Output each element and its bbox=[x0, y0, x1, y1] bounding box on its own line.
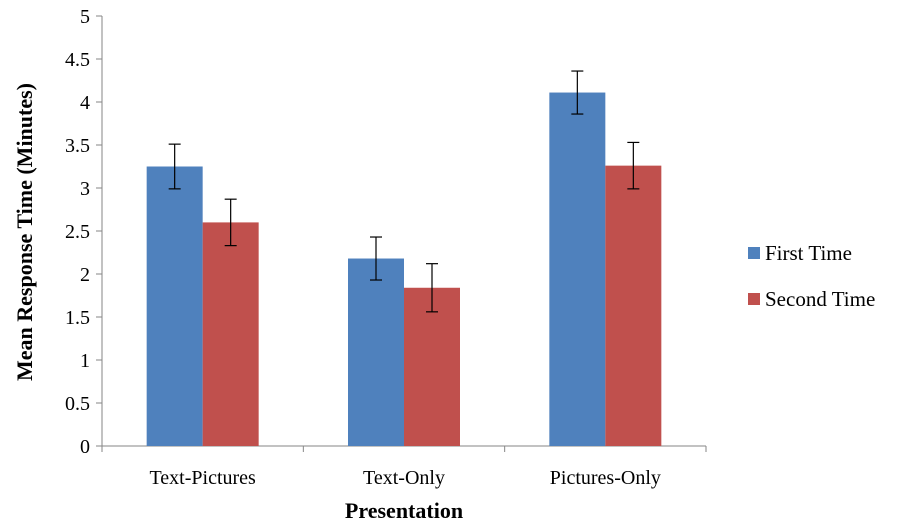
legend-swatch bbox=[748, 293, 760, 305]
bar-first-time-text-only bbox=[348, 258, 404, 446]
legend: First Time Second Time bbox=[748, 241, 875, 311]
x-axis-title: Presentation bbox=[345, 498, 463, 523]
y-tick-label: 5 bbox=[80, 6, 90, 28]
legend-label: First Time bbox=[765, 241, 852, 265]
x-tick-label: Text-Pictures bbox=[149, 467, 256, 489]
bar-second-time-text-pictures bbox=[202, 222, 259, 446]
x-tick-label: Pictures-Only bbox=[550, 467, 661, 489]
legend-swatch bbox=[748, 247, 760, 259]
y-axis-title: Mean Response Time (Minutes) bbox=[12, 83, 37, 381]
bars bbox=[146, 92, 662, 446]
x-tick-label: Text-Only bbox=[363, 467, 445, 489]
bar-first-time-pictures-only bbox=[549, 92, 606, 446]
y-tick-label: 2 bbox=[80, 264, 90, 286]
y-tick-label: 0 bbox=[80, 436, 90, 458]
y-tick-label: 1.5 bbox=[65, 307, 90, 329]
bar-second-time-pictures-only bbox=[605, 165, 662, 446]
bar-first-time-text-pictures bbox=[146, 166, 203, 446]
y-tick-label: 2.5 bbox=[65, 221, 90, 243]
y-tick-label: 0.5 bbox=[65, 393, 90, 415]
bar-second-time-text-only bbox=[404, 287, 460, 446]
legend-label: Second Time bbox=[765, 287, 875, 311]
y-tick-label: 3.5 bbox=[65, 135, 90, 157]
tick-labels: 0 0.5 1 1.5 2 2.5 3 3.5 4 4.5 5 Text-Pictures Text-O… bbox=[65, 6, 661, 489]
y-tick-label: 1 bbox=[80, 350, 90, 372]
error-bars bbox=[168, 70, 640, 313]
y-tick-label: 3 bbox=[80, 178, 90, 200]
y-tick-label: 4.5 bbox=[65, 49, 90, 71]
y-tick-label: 4 bbox=[80, 92, 90, 114]
